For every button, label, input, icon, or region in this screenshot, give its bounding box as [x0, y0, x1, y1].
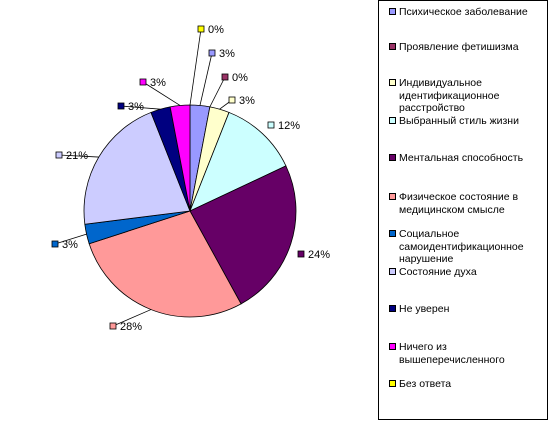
legend-label: Без ответа: [399, 378, 452, 390]
percent-label: 21%: [66, 150, 88, 162]
percent-label: 24%: [308, 249, 330, 261]
pie-labels: 3% 0% 3% 12% 24% 28% 3% 21% 3% 3% 0%: [51, 24, 330, 333]
leader-line: [189, 28, 202, 106]
leader-line: [120, 105, 161, 110]
legend-label: Психическое заболевание: [399, 6, 528, 18]
legend-label: Социальное самоидентификационное нарушен…: [399, 228, 524, 265]
leader-line: [142, 81, 181, 106]
leader-line: [54, 233, 87, 245]
legend-label: Выбранный стиль жизни: [399, 115, 519, 127]
legend-label: Состояние духа: [399, 266, 477, 278]
pie-slice: [83, 111, 191, 225]
legend-swatch: [389, 193, 396, 200]
label-swatch: [139, 78, 147, 86]
label-swatch: [228, 96, 236, 104]
legend-swatch: [389, 117, 396, 124]
percent-label: 3%: [128, 101, 144, 113]
label-swatch: [297, 250, 305, 258]
legend-item: Психическое заболевание: [389, 6, 544, 19]
legend-swatch: [389, 43, 396, 50]
pie-slice: [88, 210, 242, 318]
legend-item: Физическое состояние в медицинском смысл…: [389, 191, 544, 216]
pie-slice: [189, 165, 297, 305]
legend-item: Без ответа: [389, 378, 544, 391]
legend-swatch: [389, 79, 396, 86]
legend-swatch: [389, 154, 396, 161]
percent-label: 0%: [208, 24, 224, 36]
legend-item: Ничего из вышеперечисленного: [389, 341, 544, 366]
label-swatch: [109, 322, 117, 330]
legend-swatch: [389, 230, 396, 237]
label-swatch: [221, 73, 229, 81]
leader-line: [112, 309, 152, 327]
legend-item: Выбранный стиль жизни: [389, 115, 544, 128]
legend-label: Ничего из вышеперечисленного: [399, 341, 505, 366]
legend-swatch: [389, 268, 396, 275]
legend-item: Состояние духа: [389, 266, 544, 279]
leader-line: [58, 154, 99, 158]
leader-line: [209, 76, 226, 108]
percent-label: 3%: [239, 95, 255, 107]
percent-label: 3%: [62, 239, 78, 251]
legend-swatch: [389, 343, 396, 350]
legend: Психическое заболевание Проявление фетиши…: [378, 0, 548, 420]
legend-label: Проявление фетишизма: [399, 41, 519, 53]
legend-swatch: [389, 8, 396, 15]
legend-label: Индивидуальное идентификационное расстро…: [399, 77, 500, 114]
percent-label: 3%: [150, 77, 166, 89]
label-swatch: [267, 121, 275, 129]
label-swatch: [51, 240, 59, 248]
percent-label: 28%: [120, 321, 142, 333]
legend-swatch: [389, 380, 396, 387]
label-swatch: [197, 25, 205, 33]
percent-label: 0%: [232, 72, 248, 84]
percent-label: 3%: [219, 48, 235, 60]
leader-line: [199, 52, 213, 106]
legend-label: Физическое состояние в медицинском смысл…: [399, 191, 519, 216]
legend-label: Не уверен: [399, 303, 450, 315]
legend-item: Ментальная способность: [389, 152, 544, 165]
pie-slices: [83, 104, 297, 318]
percent-label: 12%: [278, 120, 300, 132]
legend-swatch: [389, 305, 396, 312]
legend-item: Не уверен: [389, 303, 544, 316]
legend-item: Индивидуальное идентификационное расстро…: [389, 77, 544, 115]
legend-item: Социальное самоидентификационное нарушен…: [389, 228, 544, 266]
pie-slice: [189, 111, 287, 212]
legend-label: Ментальная способность: [399, 152, 524, 164]
label-swatch: [208, 49, 216, 57]
label-swatch: [117, 102, 125, 110]
legend-item: Проявление фетишизма: [389, 41, 544, 54]
pie-slice: [169, 104, 191, 212]
label-swatch: [55, 151, 63, 159]
